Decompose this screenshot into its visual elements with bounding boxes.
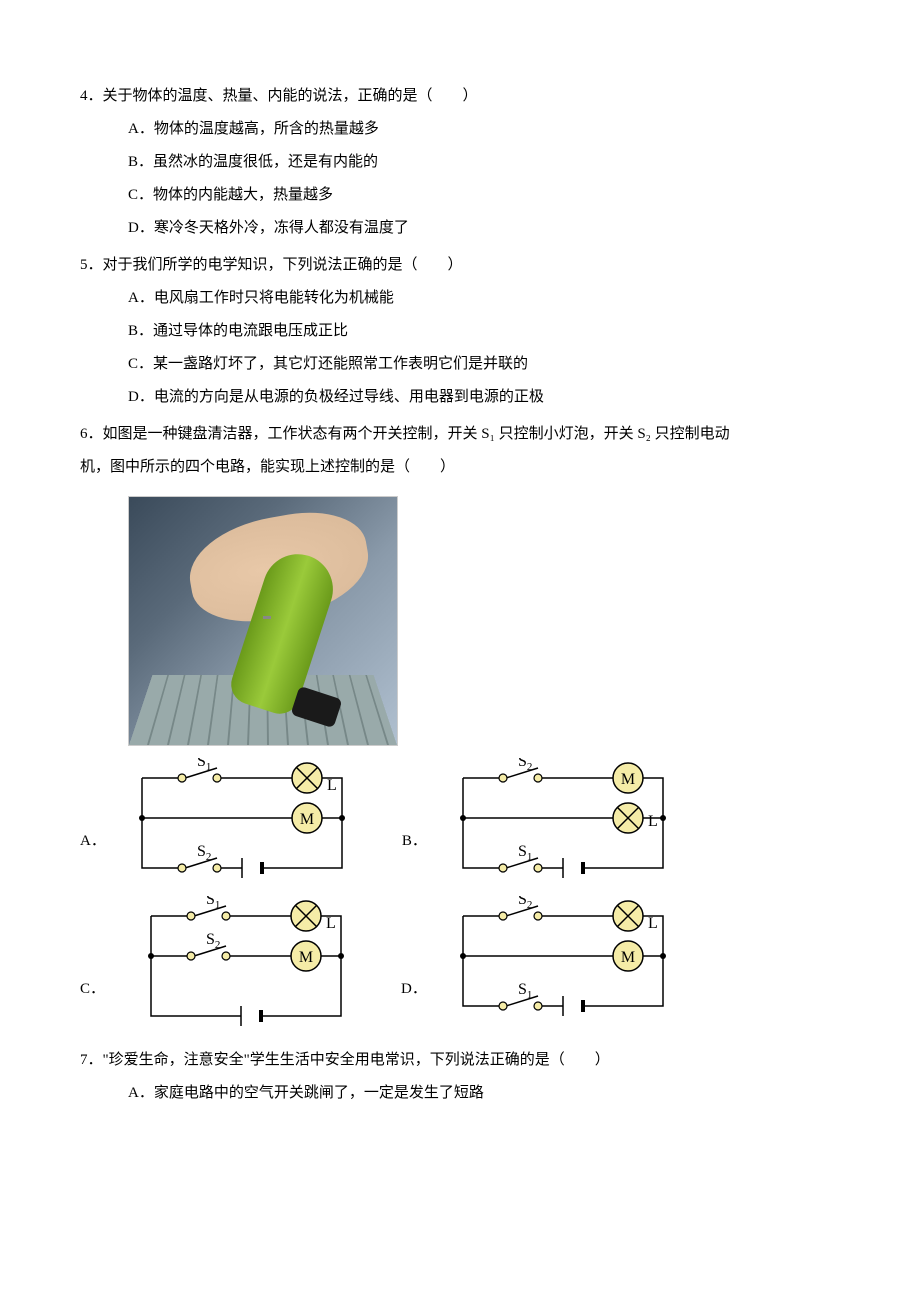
svg-text:L: L [326,915,336,932]
circuit-option-a: A． M [80,758,362,888]
label-a: A． [80,825,106,888]
question-5: 5．对于我们所学的电学知识，下列说法正确的是（ ） A．电风扇工作时只将电能转化… [80,249,840,414]
circuit-row-2: C． [80,896,840,1036]
option-5a: A．电风扇工作时只将电能转化为机械能 [128,282,840,315]
option-5c: C．某一盏路灯坏了，其它灯还能照常工作表明它们是并联的 [128,348,840,381]
circuit-diagram-c: M S1 S2 L [111,896,361,1036]
circuit-option-b: B． M [402,758,683,888]
circuit-diagram-d: M S2 L S1 [433,896,683,1036]
question-7: 7．"珍爱生命，注意安全"学生生活中安全用电常识，下列说法正确的是（ ） A．家… [80,1044,840,1110]
option-4c: C．物体的内能越大，热量越多 [128,179,840,212]
circuit-option-d: D． M [401,896,683,1036]
svg-text:S2: S2 [197,843,211,863]
question-4-options: A．物体的温度越高，所含的热量越多 B．虽然冰的温度很低，还是有内能的 C．物体… [80,113,840,245]
option-5d: D．电流的方向是从电源的负极经过导线、用电器到电源的正极 [128,381,840,414]
label-c: C． [80,973,105,1036]
question-7-options: A．家庭电路中的空气开关跳闸了，一定是发生了短路 [80,1077,840,1110]
svg-text:S1: S1 [518,843,532,863]
question-4-text: 4．关于物体的温度、热量、内能的说法，正确的是（ ） [80,80,840,113]
circuit-diagram-b: M S2 L S1 [433,758,683,888]
option-4a: A．物体的温度越高，所含的热量越多 [128,113,840,146]
option-7a: A．家庭电路中的空气开关跳闸了，一定是发生了短路 [128,1077,840,1110]
keyboard-cleaner-photo [128,496,840,746]
svg-text:M: M [300,811,314,828]
svg-text:S1: S1 [518,981,532,1001]
circuit-diagram-a: M S1 L S2 [112,758,362,888]
svg-text:M: M [299,949,313,966]
svg-text:S1: S1 [206,896,220,911]
svg-text:L: L [648,915,658,932]
question-6: 6．如图是一种键盘清洁器，工作状态有两个开关控制，开关 S₁ 只控制小灯泡，开关… [80,418,840,1036]
svg-text:L: L [648,813,658,830]
svg-text:L: L [327,777,337,794]
option-4d: D．寒冷冬天格外冷，冻得人都没有温度了 [128,212,840,245]
option-5b: B．通过导体的电流跟电压成正比 [128,315,840,348]
question-6-text-line2: 机，图中所示的四个电路，能实现上述控制的是（ ） [80,451,840,484]
question-4: 4．关于物体的温度、热量、内能的说法，正确的是（ ） A．物体的温度越高，所含的… [80,80,840,245]
svg-text:M: M [621,949,635,966]
question-7-text: 7．"珍爱生命，注意安全"学生生活中安全用电常识，下列说法正确的是（ ） [80,1044,840,1077]
question-5-options: A．电风扇工作时只将电能转化为机械能 B．通过导体的电流跟电压成正比 C．某一盏… [80,282,840,414]
svg-text:S2: S2 [206,931,220,951]
question-6-text-line1: 6．如图是一种键盘清洁器，工作状态有两个开关控制，开关 S₁ 只控制小灯泡，开关… [80,418,840,451]
svg-text:M: M [621,771,635,788]
question-5-text: 5．对于我们所学的电学知识，下列说法正确的是（ ） [80,249,840,282]
label-d: D． [401,973,427,1036]
circuit-row-1: A． M [80,758,840,888]
svg-text:S1: S1 [197,758,211,773]
svg-text:S2: S2 [518,896,532,911]
option-4b: B．虽然冰的温度很低，还是有内能的 [128,146,840,179]
svg-text:S2: S2 [518,758,532,773]
label-b: B． [402,825,427,888]
circuit-option-c: C． [80,896,361,1036]
